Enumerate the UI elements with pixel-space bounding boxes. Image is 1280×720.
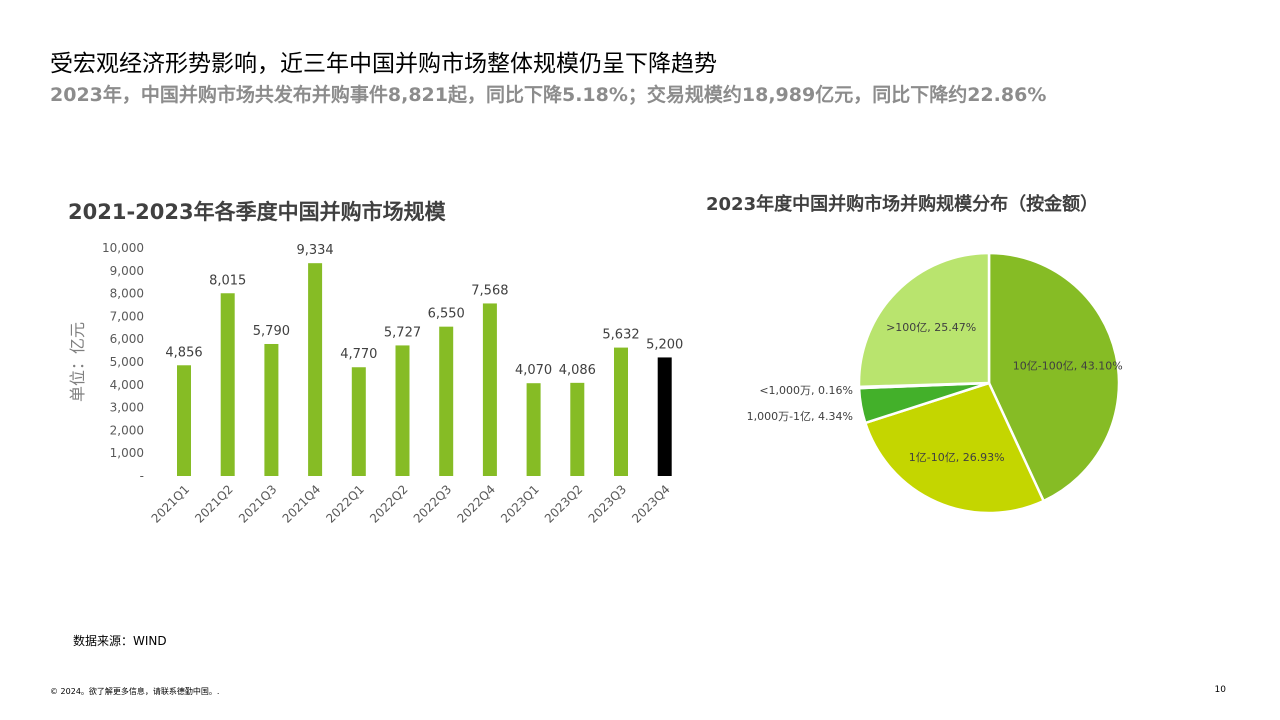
x-tick-label: 2022Q4 — [454, 482, 498, 526]
bar-chart-ylabel: 单位：亿元 — [68, 322, 87, 402]
bar — [482, 303, 497, 476]
y-tick-label: 6,000 — [110, 332, 144, 346]
bar — [570, 382, 585, 476]
x-tick-label: 2023Q4 — [629, 482, 673, 526]
bar-value-label: 7,568 — [471, 283, 508, 298]
bar — [439, 326, 454, 476]
y-tick-label: 8,000 — [110, 287, 144, 301]
bar-value-label: 4,770 — [340, 347, 377, 362]
y-tick-label: 7,000 — [110, 309, 144, 323]
pie-slice-label: >100亿, 25.47% — [886, 321, 976, 334]
y-tick-label: 10,000 — [102, 241, 144, 255]
pie-slice — [863, 381, 1046, 515]
y-tick-label: 1,000 — [110, 446, 144, 460]
bar-value-label: 5,200 — [646, 337, 683, 352]
x-tick-label: 2021Q1 — [149, 482, 193, 526]
y-tick-label: 3,000 — [110, 401, 144, 415]
x-tick-label: 2023Q3 — [586, 482, 630, 526]
bar-chart: 单位：亿元 - 1,000 2,000 3,000 4,000 5,000 6,000 7,0… — [68, 241, 683, 526]
pie-slice — [987, 251, 1121, 503]
pie-slice-label: <1,000万, 0.16% — [759, 384, 853, 397]
bar — [177, 365, 191, 476]
pie-slice-label: 1,000万-1亿, 4.34% — [747, 410, 853, 423]
pie-chart-title: 2023年度中国并购市场并购规模分布（按金额） — [706, 194, 1099, 215]
bar — [351, 367, 366, 476]
bar — [395, 345, 410, 476]
x-tick-label: 2022Q1 — [323, 482, 367, 526]
bar — [220, 293, 235, 476]
x-tick-label: 2023Q2 — [542, 482, 586, 526]
bar-value-label: 9,334 — [296, 243, 333, 258]
bar-value-label: 4,070 — [515, 363, 552, 378]
page-title: 受宏观经济形势影响，近三年中国并购市场整体规模仍呈下降趋势 — [50, 51, 717, 77]
x-tick-label: 2023Q1 — [498, 482, 542, 526]
bar-value-label: 5,727 — [384, 325, 421, 340]
page-subtitle: 2023年，中国并购市场共发布并购事件8,821起，同比下降5.18%；交易规模… — [50, 84, 1047, 106]
bar-value-label: 5,790 — [253, 324, 290, 339]
y-tick-label: 5,000 — [110, 355, 144, 369]
x-tick-label: 2022Q2 — [367, 482, 411, 526]
footer-copyright: © 2024。欲了解更多信息，请联系德勤中国。. — [50, 687, 220, 696]
pie-slice-label: 10亿-100亿, 43.10% — [1013, 360, 1123, 373]
bar — [614, 347, 628, 476]
bar — [657, 357, 672, 476]
x-tick-label: 2022Q3 — [411, 482, 455, 526]
page-number: 10 — [1214, 685, 1226, 695]
data-source: 数据来源：WIND — [73, 634, 167, 648]
pie-slice-label: 1亿-10亿, 26.93% — [909, 451, 1005, 464]
bar-chart-title: 2021-2023年各季度中国并购市场规模 — [68, 200, 446, 224]
y-tick-label: 4,000 — [110, 378, 144, 392]
bar-value-label: 4,856 — [165, 345, 202, 360]
pie-chart: 10亿-100亿, 43.10% 1亿-10亿, 26.93% 1,000万-1亿,… — [747, 251, 1123, 515]
bar — [264, 343, 279, 476]
y-tick-label: 9,000 — [110, 264, 144, 278]
bar-value-label: 8,015 — [209, 273, 246, 288]
y-tick-label: - — [140, 469, 144, 483]
x-tick-label: 2021Q3 — [236, 482, 280, 526]
bar — [308, 263, 323, 476]
x-tick-label: 2021Q2 — [192, 482, 236, 526]
pie-slice — [857, 251, 991, 389]
x-tick-label: 2021Q4 — [280, 482, 324, 526]
bar-value-label: 4,086 — [559, 363, 596, 378]
y-tick-label: 2,000 — [110, 423, 144, 437]
bar-value-label: 5,632 — [602, 328, 639, 343]
bar — [526, 383, 541, 476]
bar-value-label: 6,550 — [428, 307, 465, 322]
